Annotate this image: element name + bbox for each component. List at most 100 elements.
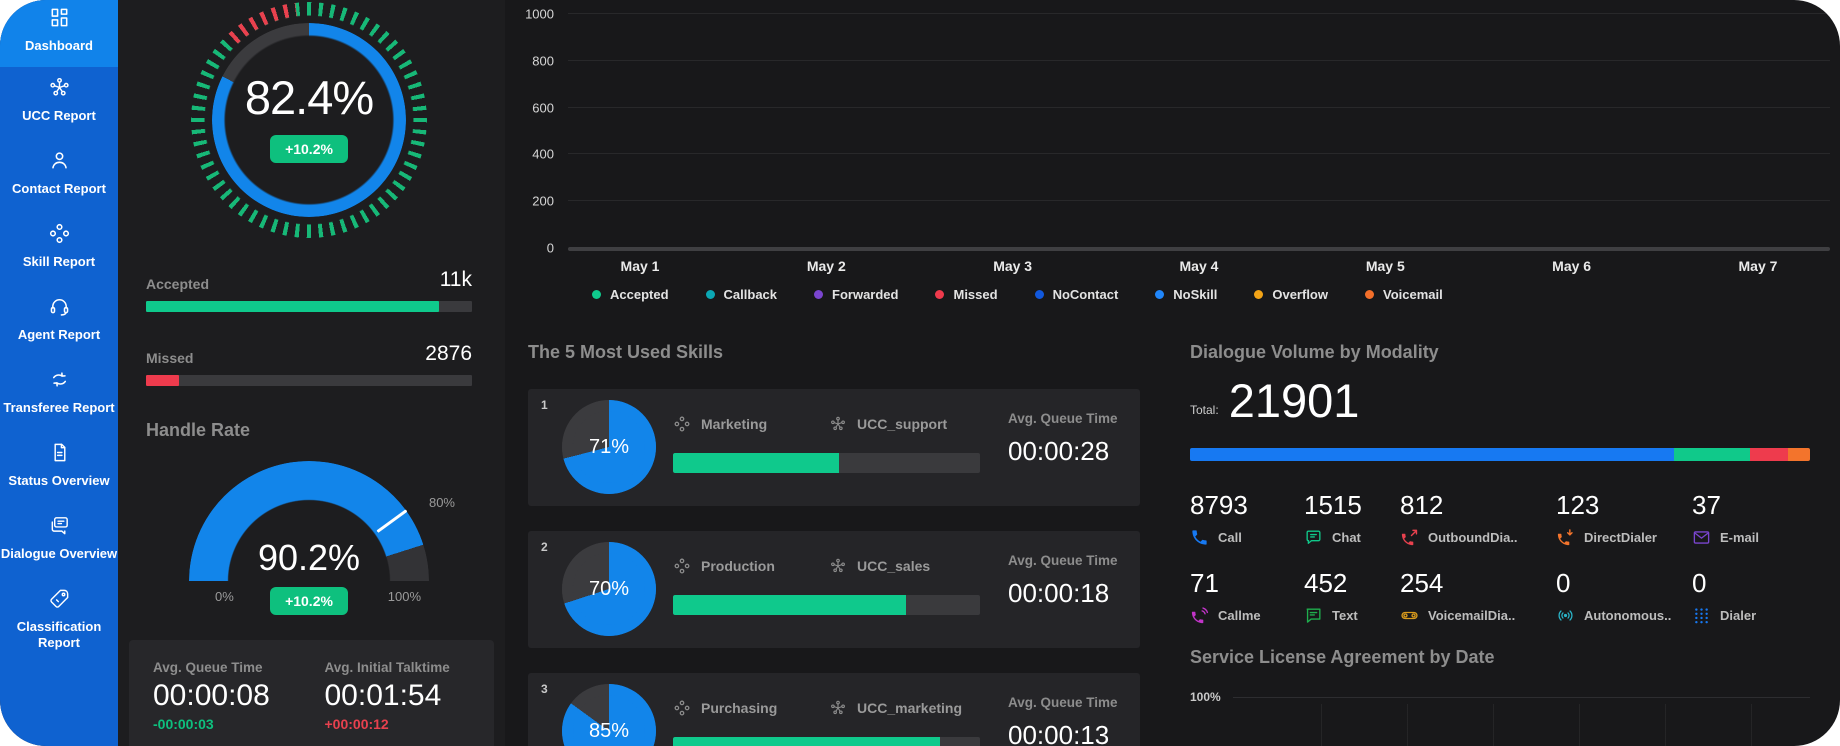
gridline (568, 200, 1830, 202)
call-icon (1190, 528, 1209, 547)
kpi-panel: 82.4% +10.2% Accepted 11k Missed 2876 Ha… (118, 0, 505, 746)
modality-value: 37 (1692, 490, 1721, 520)
sidebar-item-contact-report[interactable]: Contact Report (0, 140, 118, 213)
sidebar-item-agent-report[interactable]: Agent Report (0, 286, 118, 359)
gridline (568, 59, 1830, 61)
skill-name: Production (701, 558, 775, 574)
skill-bar-track (673, 595, 980, 615)
sidebar-item-classification-report[interactable]: Classification Report (0, 578, 118, 651)
answer-rate-gauge: 82.4% +10.2% (191, 2, 427, 238)
document-icon (48, 441, 71, 469)
modality-value: 71 (1190, 568, 1219, 598)
legend-label: Forwarded (832, 287, 899, 302)
ucc-name: UCC_support (857, 416, 948, 432)
legend-item-nocontact[interactable]: NoContact (1034, 287, 1119, 302)
talk-time-value: 00:01:54 (324, 679, 442, 712)
gauge-max-label: 100% (387, 589, 421, 604)
dialer-icon (1692, 606, 1711, 625)
legend-item-missed[interactable]: Missed (935, 287, 998, 302)
sidebar-item-dialogue-overview[interactable]: Dialogue Overview (0, 505, 118, 578)
sidebar-item-status-overview[interactable]: Status Overview (0, 432, 118, 505)
sidebar-item-label: Skill Report (22, 254, 96, 269)
legend-dot (1034, 290, 1044, 299)
legend-label: Overflow (1272, 287, 1328, 302)
legend-label: NoContact (1052, 287, 1119, 302)
missed-value: 2876 (425, 342, 472, 365)
gridline (568, 106, 1830, 108)
skill-percent: 71% (588, 435, 630, 458)
modality-value: 8793 (1190, 490, 1248, 520)
legend-item-overflow[interactable]: Overflow (1254, 287, 1328, 302)
handle-rate-delta-badge: +10.2% (270, 587, 348, 615)
ucc-name: UCC_marketing (857, 700, 963, 716)
modality-label: Autonomous.. (1584, 608, 1672, 623)
voicemail-dialer-icon (1400, 606, 1419, 625)
legend-label: Missed (953, 287, 998, 302)
skill-card[interactable]: 1 71% Marketing UCC_support Avg. Queue T… (528, 389, 1140, 506)
queue-time-stat: Avg. Queue Time 00:00:08 -00:00:03 (153, 660, 299, 740)
modality-value: 812 (1400, 490, 1444, 520)
missed-bar-track (146, 375, 472, 386)
skill-donut: 71% (562, 400, 656, 494)
modality-stat-dialer: 0 Dialer (1692, 568, 1810, 625)
callme-icon (1190, 606, 1209, 625)
accepted-value: 11k (439, 268, 472, 291)
skill-card[interactable]: 3 85% Purchasing UCC_marketing Avg. Queu… (528, 673, 1140, 746)
legend-dot (1364, 290, 1374, 299)
modality-stacked-bar (1190, 448, 1810, 461)
modality-stat-call: 8793 Call (1190, 490, 1304, 547)
legend-dot (592, 290, 601, 299)
queue-time-label: Avg. Queue Time (153, 660, 263, 675)
ucc-report-icon (48, 76, 71, 104)
x-axis-tick-label: May 5 (1365, 258, 1405, 274)
x-axis-tick-label: May 2 (806, 258, 846, 274)
modality-stat-outbounddia-: 812 OutboundDia.. (1400, 490, 1556, 547)
dashboard-icon (48, 6, 71, 34)
y-axis-tick-label: 200 (532, 193, 554, 209)
legend-item-callback[interactable]: Callback (705, 287, 777, 302)
sidebar: Dashboard UCC Report Contact Report Skil… (0, 0, 118, 746)
skill-icon (673, 415, 691, 433)
skill-bar-fill (673, 595, 907, 615)
talk-time-label: Avg. Initial Talktime (324, 660, 450, 675)
handle-rate-value: 90.2% (257, 537, 361, 578)
modality-label: Chat (1332, 530, 1361, 545)
sidebar-item-ucc-report[interactable]: UCC Report (0, 67, 118, 140)
legend-item-voicemail[interactable]: Voicemail (1364, 287, 1443, 302)
accepted-bar-fill (146, 301, 440, 312)
y-axis-tick-label: 400 (532, 146, 554, 162)
gauge-threshold-label: 80% (428, 495, 455, 510)
sidebar-item-skill-report[interactable]: Skill Report (0, 213, 118, 286)
tag-icon (48, 587, 71, 615)
skill-card[interactable]: 2 70% Production UCC_sales Avg. Queue Ti… (528, 531, 1140, 648)
x-axis-tick-label: May 7 (1738, 258, 1778, 274)
ucc-icon (829, 557, 847, 575)
legend-item-forwarded[interactable]: Forwarded (814, 287, 898, 302)
modality-label: Call (1218, 530, 1242, 545)
queue-time-value: 00:00:13 (1008, 720, 1110, 746)
queue-time-value: 00:00:08 (153, 679, 270, 712)
legend-dot (814, 290, 824, 299)
chat-icon (1304, 528, 1323, 547)
email-icon (1692, 528, 1711, 547)
bar-groups (568, 14, 1830, 248)
legend-dot (1155, 290, 1165, 299)
modality-title: Dialogue Volume by Modality (1190, 342, 1439, 362)
legend-item-accepted[interactable]: Accepted (592, 287, 669, 302)
handle-rate-title: Handle Rate (146, 420, 251, 440)
sidebar-item-dashboard[interactable]: Dashboard (0, 0, 118, 67)
stacked-bar-segment (1787, 448, 1810, 461)
modality-label: OutboundDia.. (1428, 530, 1518, 545)
x-axis-labels: May 1 May 2 May 3 May 4 May 5 May 6 May 7 (568, 258, 1830, 274)
sidebar-item-transferee-report[interactable]: Transferee Report (0, 359, 118, 432)
y-axis-tick-label: 0 (546, 240, 554, 256)
skill-name: Purchasing (701, 700, 778, 716)
legend-item-noskill[interactable]: NoSkill (1155, 287, 1217, 302)
missed-stat: Missed 2876 (146, 342, 472, 386)
modality-label: VoicemailDia.. (1428, 608, 1516, 623)
modality-label: DirectDialer (1584, 530, 1657, 545)
talk-time-delta: +00:00:12 (324, 716, 389, 732)
sidebar-item-label: Transferee Report (3, 400, 115, 415)
skill-icon (673, 699, 691, 717)
stacked-bar-segment (1190, 448, 1674, 461)
